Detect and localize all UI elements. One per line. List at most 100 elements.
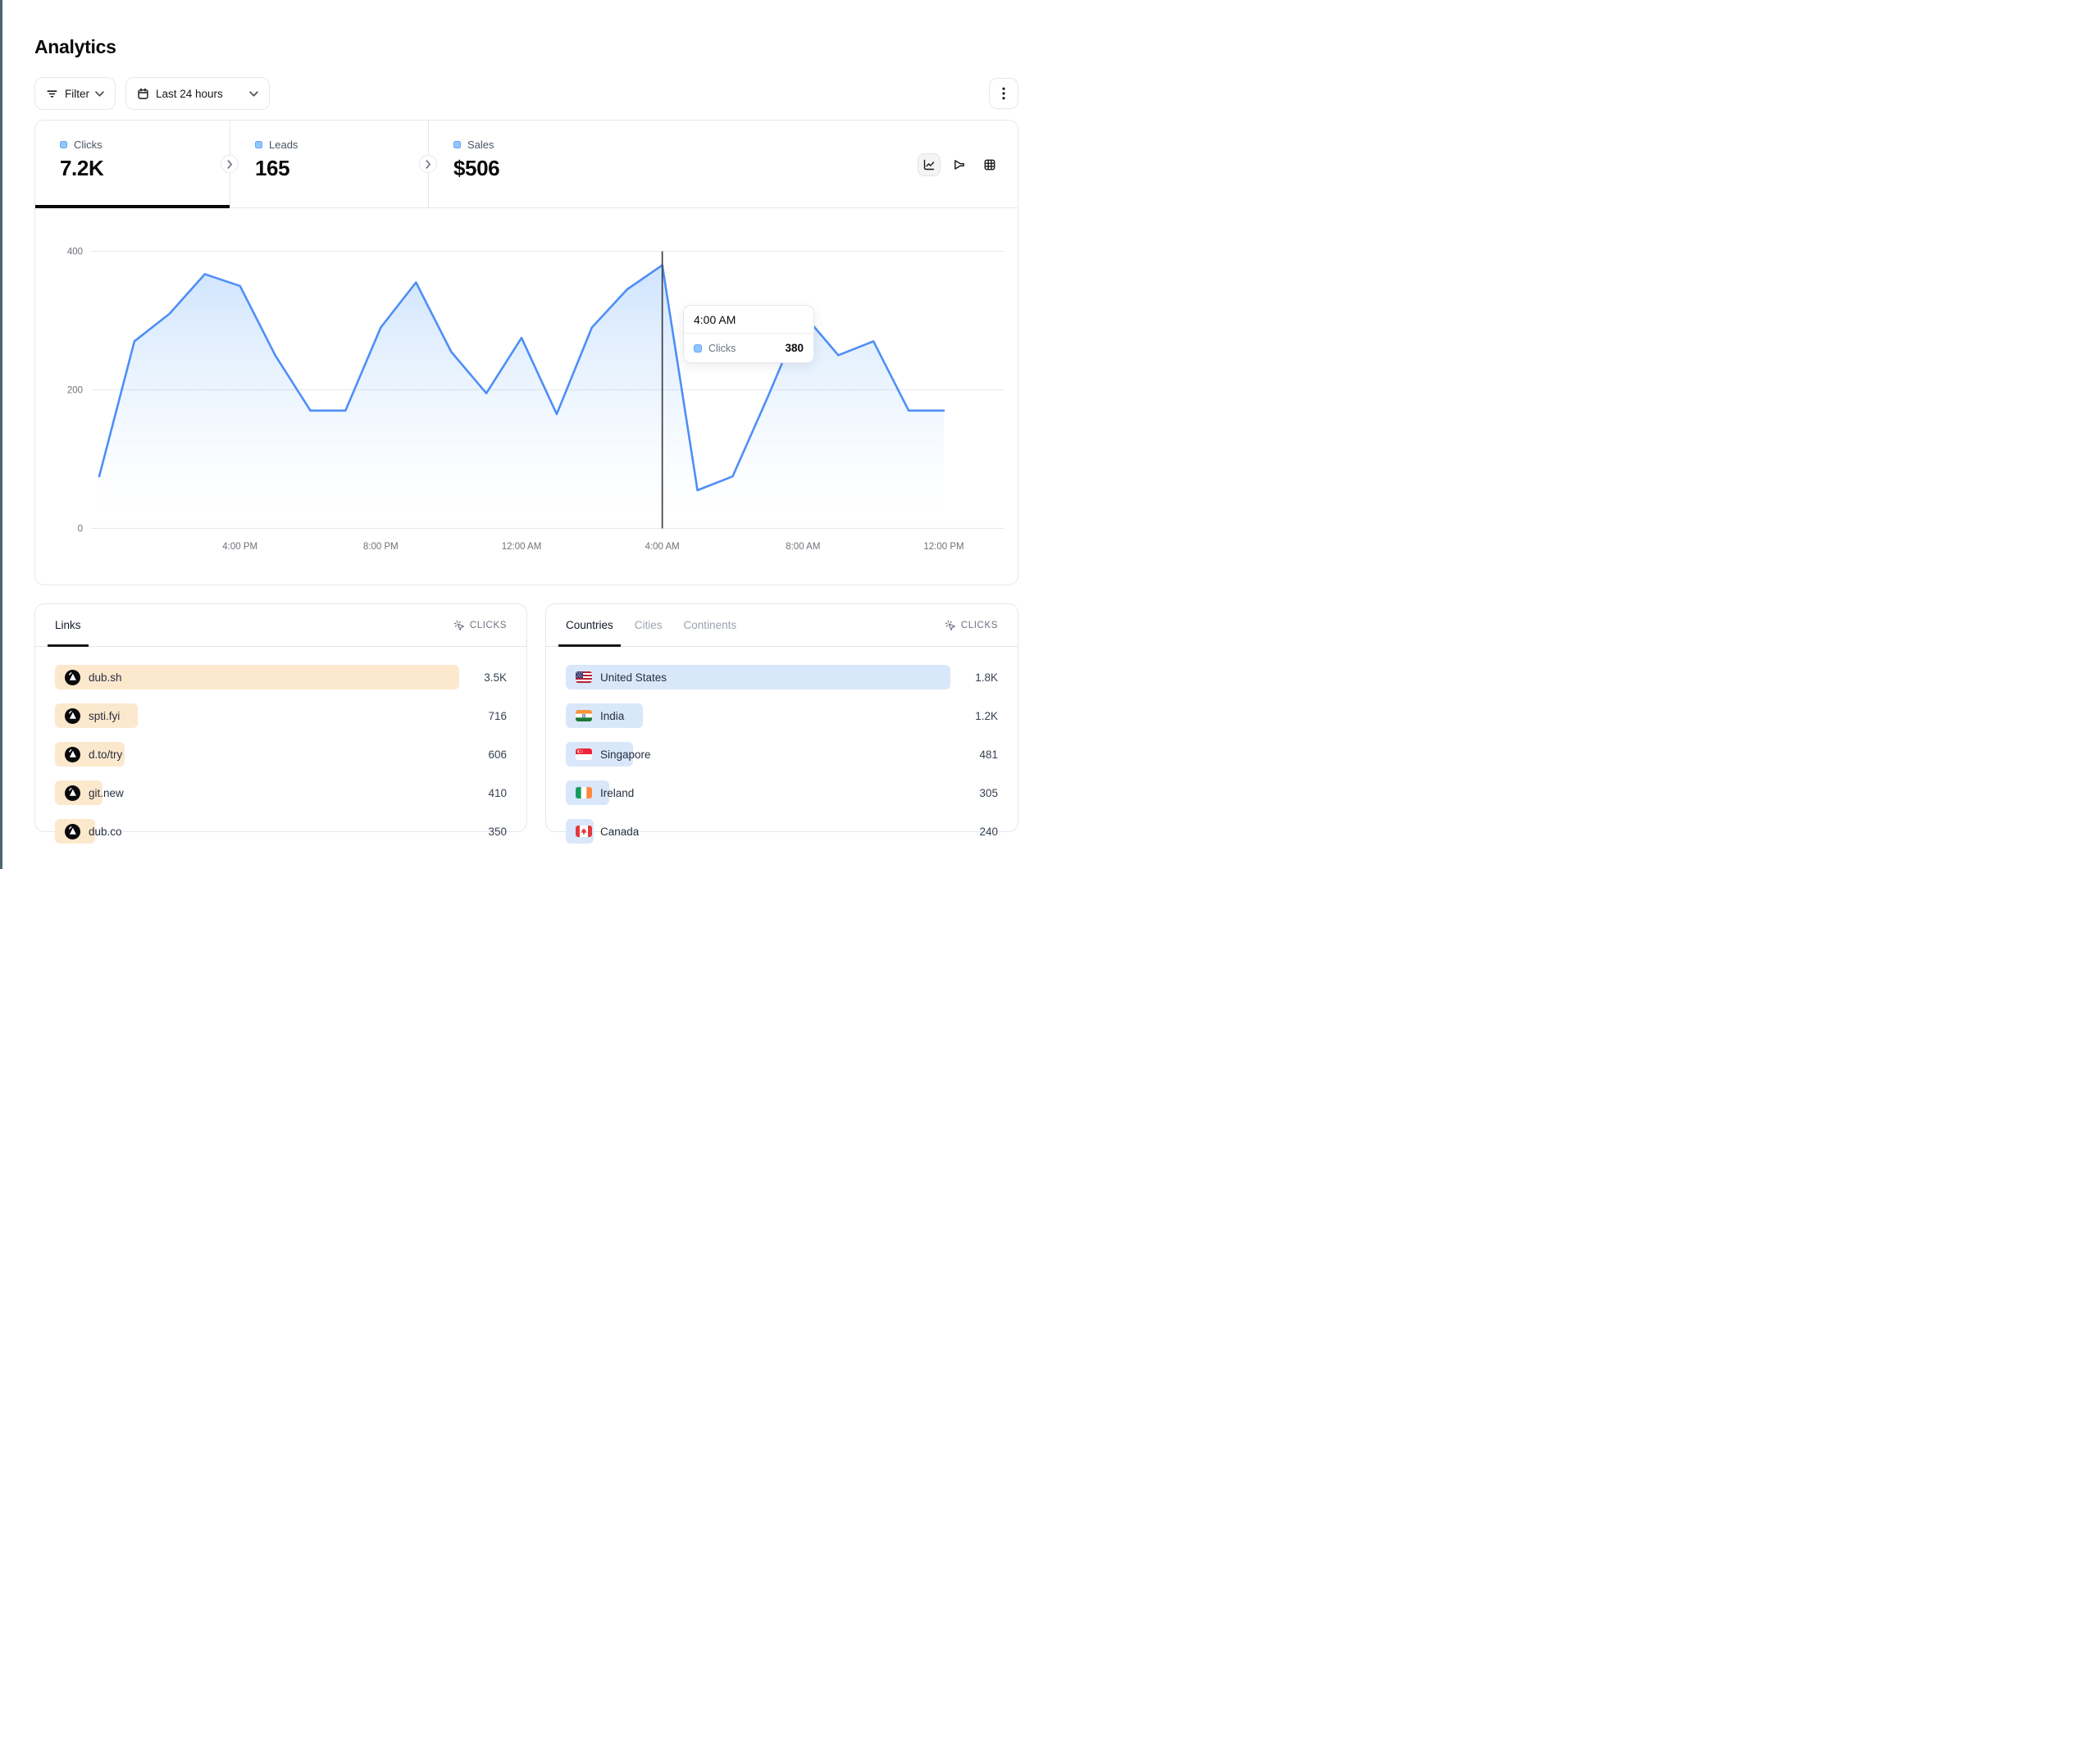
link-favicon (65, 823, 80, 839)
link-favicon (65, 746, 80, 762)
leads-legend-square (255, 141, 262, 148)
country-name: Singapore (600, 748, 651, 761)
links-panel-header: Links CLICKS (35, 604, 526, 647)
x-axis-label: 8:00 AM (786, 542, 820, 552)
date-range-button[interactable]: Last 24 hours (125, 77, 270, 110)
chart-type-switcher (918, 121, 1001, 208)
countries-panel: Countries Cities Continents CLICKS United … (545, 603, 1018, 844)
tab-cities[interactable]: Cities (634, 619, 663, 631)
chevron-down-icon (249, 90, 258, 97)
page-title: Analytics (34, 36, 116, 57)
clicks-count: 481 (979, 748, 998, 761)
line-chart-icon (922, 158, 936, 171)
sales-label: Sales (467, 139, 494, 151)
link-name: dub.co (89, 825, 122, 838)
links-list: dub.sh 3.5K spti.fyi 716 d.to/try 606 git.new 4… (35, 647, 526, 866)
clicks-timeseries-chart[interactable]: 0 200 400 4:00 PM 8:00 PM 12:00 AM 4:00 AM 8:00… (35, 208, 1018, 585)
clicks-count: 606 (488, 748, 507, 761)
link-name: git.new (89, 786, 124, 799)
kebab-menu-icon (1002, 87, 1005, 100)
value-bar (55, 665, 459, 689)
country-row[interactable]: Canada 240 (566, 819, 998, 844)
clicks-label: Clicks (74, 139, 102, 151)
link-favicon (65, 785, 80, 801)
clicks-count: 716 (488, 709, 507, 722)
clicks-count: 3.5K (484, 671, 507, 684)
links-metric-header[interactable]: CLICKS (453, 620, 507, 631)
more-options-button[interactable] (989, 78, 1018, 109)
area-fill (99, 265, 944, 529)
filter-button-label: Filter (65, 87, 89, 100)
link-row[interactable]: git.new 410 (55, 780, 507, 805)
link-row[interactable]: spti.fyi 716 (55, 703, 507, 728)
tab-continents[interactable]: Continents (683, 619, 737, 631)
sg-flag-icon (576, 748, 592, 760)
country-name: India (600, 709, 625, 722)
clicks-count: 1.8K (975, 671, 998, 684)
clicks-value: 7.2K (60, 156, 104, 180)
funnel-view-button[interactable] (948, 153, 971, 176)
metric-tabs-row: Clicks 7.2K Leads 165 (35, 121, 1018, 208)
expand-leads-chevron[interactable] (221, 155, 239, 173)
link-favicon (65, 669, 80, 685)
link-row[interactable]: dub.sh 3.5K (55, 665, 507, 689)
tab-links[interactable]: Links (48, 604, 88, 647)
analytics-page: Analytics Filter Last 24 hours (0, 0, 1050, 844)
country-name: Canada (600, 825, 640, 838)
country-row[interactable]: India 1.2K (566, 703, 998, 728)
countries-metric-label: CLICKS (960, 620, 998, 630)
value-bar (566, 665, 950, 689)
clicks-count: 350 (488, 825, 507, 838)
link-row[interactable]: dub.co 350 (55, 819, 507, 844)
x-axis-label: 4:00 AM (645, 542, 680, 552)
link-favicon (65, 707, 80, 724)
x-axis-label: 8:00 PM (363, 542, 399, 552)
countries-metric-header[interactable]: CLICKS (945, 620, 998, 631)
toolbar: Filter Last 24 hours (34, 77, 1018, 110)
tooltip-time: 4:00 AM (684, 306, 813, 334)
us-flag-icon (576, 671, 592, 683)
filter-icon (46, 88, 58, 100)
window-edge-strip (0, 0, 2, 869)
table-grid-icon (983, 158, 996, 171)
tab-clicks[interactable]: Clicks 7.2K (35, 121, 239, 208)
clicks-count: 240 (979, 825, 998, 838)
sales-value: $506 (453, 156, 500, 180)
x-axis-label: 12:00 AM (502, 542, 542, 552)
clicks-legend-square (60, 141, 67, 148)
table-view-button[interactable] (978, 153, 1001, 176)
leads-value: 165 (255, 156, 290, 180)
calendar-icon (137, 88, 149, 100)
y-axis-label-200: 200 (67, 386, 83, 396)
links-panel: Links CLICKS dub.sh 3.5K spti.fyi 716 d.to/t… (34, 603, 527, 844)
pointer-click-icon (945, 620, 956, 631)
tooltip-value: 380 (785, 342, 804, 354)
filter-button[interactable]: Filter (34, 77, 116, 110)
countries-list: United States 1.8K India 1.2K Singapore 481 Ir… (546, 647, 1018, 866)
x-axis-label: 4:00 PM (222, 542, 257, 552)
ie-flag-icon (576, 787, 592, 798)
expand-sales-chevron[interactable] (419, 155, 437, 173)
clicks-count: 410 (488, 786, 507, 799)
area-chart-canvas[interactable]: 0 200 400 4:00 PM 8:00 PM 12:00 AM 4:00 AM 8:00… (35, 208, 1019, 585)
link-row[interactable]: d.to/try 606 (55, 742, 507, 767)
x-axis-label: 12:00 PM (923, 542, 963, 552)
country-row[interactable]: Ireland 305 (566, 780, 998, 805)
link-name: d.to/try (89, 748, 123, 761)
tab-countries[interactable]: Countries (558, 604, 621, 647)
links-metric-label: CLICKS (469, 620, 507, 630)
funnel-icon (953, 158, 966, 171)
tooltip-legend-square (694, 344, 702, 353)
in-flag-icon (576, 710, 592, 721)
leads-label: Leads (269, 139, 298, 151)
line-chart-view-button[interactable] (918, 152, 941, 176)
y-axis-label-400: 400 (67, 248, 83, 257)
pointer-click-icon (453, 620, 465, 631)
analytics-chart-card: Clicks 7.2K Leads 165 (34, 120, 1018, 585)
sales-legend-square (453, 141, 461, 148)
country-row[interactable]: Singapore 481 (566, 742, 998, 767)
tab-leads[interactable]: Leads 165 (230, 121, 437, 207)
tab-sales[interactable]: Sales $506 (429, 121, 1018, 207)
country-row[interactable]: United States 1.8K (566, 665, 998, 689)
tooltip-series-name: Clicks (708, 342, 736, 354)
